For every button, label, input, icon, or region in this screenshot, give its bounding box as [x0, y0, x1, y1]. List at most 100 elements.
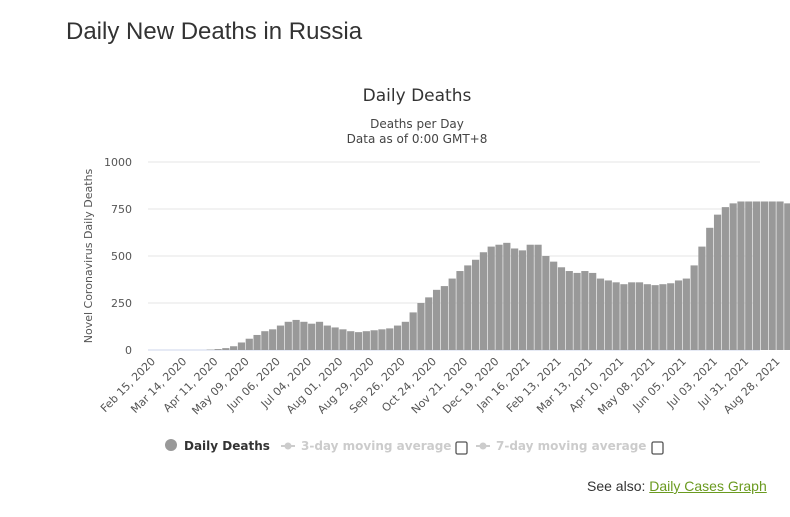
- bar[interactable]: [315, 321, 324, 350]
- 3-day-average-checkbox[interactable]: [455, 441, 468, 455]
- bar[interactable]: [222, 348, 230, 350]
- bar[interactable]: [526, 244, 534, 350]
- legend-marker-icon: [284, 442, 292, 450]
- bar[interactable]: [581, 271, 589, 350]
- y-tick-label: 250: [111, 297, 132, 310]
- bar[interactable]: [674, 280, 683, 350]
- bar[interactable]: [495, 244, 503, 350]
- bar[interactable]: [269, 329, 277, 350]
- bar[interactable]: [393, 325, 402, 350]
- daily-cases-graph-link[interactable]: Daily Cases Graph: [649, 478, 767, 494]
- bar[interactable]: [737, 201, 745, 350]
- bar[interactable]: [690, 265, 698, 350]
- bar[interactable]: [589, 272, 597, 350]
- bar[interactable]: [511, 248, 519, 350]
- bar[interactable]: [214, 349, 222, 350]
- legend-label: Daily Deaths: [184, 439, 270, 453]
- bar[interactable]: [667, 283, 675, 350]
- bar[interactable]: [752, 201, 761, 350]
- bar[interactable]: [432, 289, 441, 350]
- bar[interactable]: [550, 261, 558, 350]
- bar[interactable]: [386, 328, 394, 350]
- bar[interactable]: [503, 242, 511, 350]
- legend: Daily Deaths 3-day moving average 7-day …: [165, 439, 664, 455]
- bar[interactable]: [339, 329, 347, 350]
- bar[interactable]: [635, 282, 644, 350]
- legend-3-day-average[interactable]: 3-day moving average: [281, 439, 451, 453]
- bar[interactable]: [542, 256, 550, 350]
- bar[interactable]: [784, 203, 790, 350]
- bar[interactable]: [776, 201, 784, 350]
- bar[interactable]: [620, 284, 628, 350]
- x-tick-label: Aug 28, 2021: [721, 355, 782, 416]
- bar[interactable]: [308, 323, 316, 350]
- bar[interactable]: [331, 327, 339, 350]
- see-also-label: See also:: [587, 478, 646, 494]
- bar[interactable]: [628, 282, 636, 350]
- y-tick-label: 0: [125, 344, 132, 357]
- y-tick-label: 1000: [104, 156, 132, 169]
- bar[interactable]: [409, 312, 417, 350]
- bar[interactable]: [557, 267, 566, 350]
- page-title: Daily New Deaths in Russia: [66, 18, 363, 45]
- bar[interactable]: [651, 285, 659, 350]
- legend-marker-icon: [479, 442, 487, 450]
- bar[interactable]: [417, 303, 425, 350]
- bar[interactable]: [354, 332, 363, 350]
- bar[interactable]: [292, 319, 300, 350]
- bar[interactable]: [370, 330, 378, 350]
- bar[interactable]: [518, 250, 527, 350]
- bar[interactable]: [401, 321, 409, 350]
- bar[interactable]: [276, 325, 285, 350]
- 7-day-average-checkbox[interactable]: [651, 441, 664, 455]
- bar[interactable]: [565, 271, 573, 350]
- bar[interactable]: [682, 278, 690, 350]
- bar[interactable]: [284, 321, 292, 350]
- legend-label: 3-day moving average: [301, 439, 451, 453]
- bar[interactable]: [729, 203, 737, 350]
- bar[interactable]: [425, 297, 433, 350]
- legend-marker-icon: [165, 439, 177, 451]
- chart-subtitle-2: Data as of 0:00 GMT+8: [347, 132, 488, 146]
- bar[interactable]: [261, 331, 269, 350]
- bar[interactable]: [479, 252, 488, 350]
- bar[interactable]: [643, 284, 651, 350]
- chart-title: Daily Deaths: [363, 86, 472, 106]
- bar[interactable]: [472, 259, 480, 350]
- bar[interactable]: [253, 334, 261, 350]
- bar[interactable]: [487, 246, 495, 350]
- see-also: See also: Daily Cases Graph: [587, 478, 767, 494]
- bar[interactable]: [573, 272, 581, 350]
- bar[interactable]: [456, 271, 464, 350]
- bar[interactable]: [534, 244, 542, 350]
- bar[interactable]: [721, 207, 729, 350]
- y-tick-label: 500: [111, 250, 132, 263]
- bar[interactable]: [237, 342, 246, 350]
- legend-7-day-average[interactable]: 7-day moving average: [476, 439, 646, 453]
- bar[interactable]: [768, 201, 776, 350]
- y-axis-label: Novel Coronavirus Daily Deaths: [82, 168, 95, 343]
- bar[interactable]: [245, 338, 253, 350]
- legend-label: 7-day moving average: [496, 439, 646, 453]
- bar[interactable]: [596, 278, 605, 350]
- bar[interactable]: [464, 265, 472, 350]
- bar[interactable]: [604, 280, 612, 350]
- bar[interactable]: [448, 278, 456, 350]
- bar[interactable]: [760, 201, 768, 350]
- bar[interactable]: [659, 284, 667, 350]
- bar[interactable]: [745, 201, 753, 350]
- bar[interactable]: [440, 286, 448, 350]
- bar[interactable]: [706, 227, 714, 350]
- bar[interactable]: [362, 331, 370, 350]
- bar[interactable]: [230, 346, 238, 350]
- bar[interactable]: [713, 214, 722, 350]
- bar[interactable]: [300, 321, 308, 350]
- legend-daily-deaths[interactable]: Daily Deaths: [165, 439, 270, 453]
- bar[interactable]: [698, 246, 706, 350]
- bar[interactable]: [347, 331, 355, 350]
- chart-subtitle-1: Deaths per Day: [370, 117, 464, 131]
- bar[interactable]: [323, 325, 331, 350]
- bar[interactable]: [378, 329, 386, 350]
- bar[interactable]: [612, 282, 620, 350]
